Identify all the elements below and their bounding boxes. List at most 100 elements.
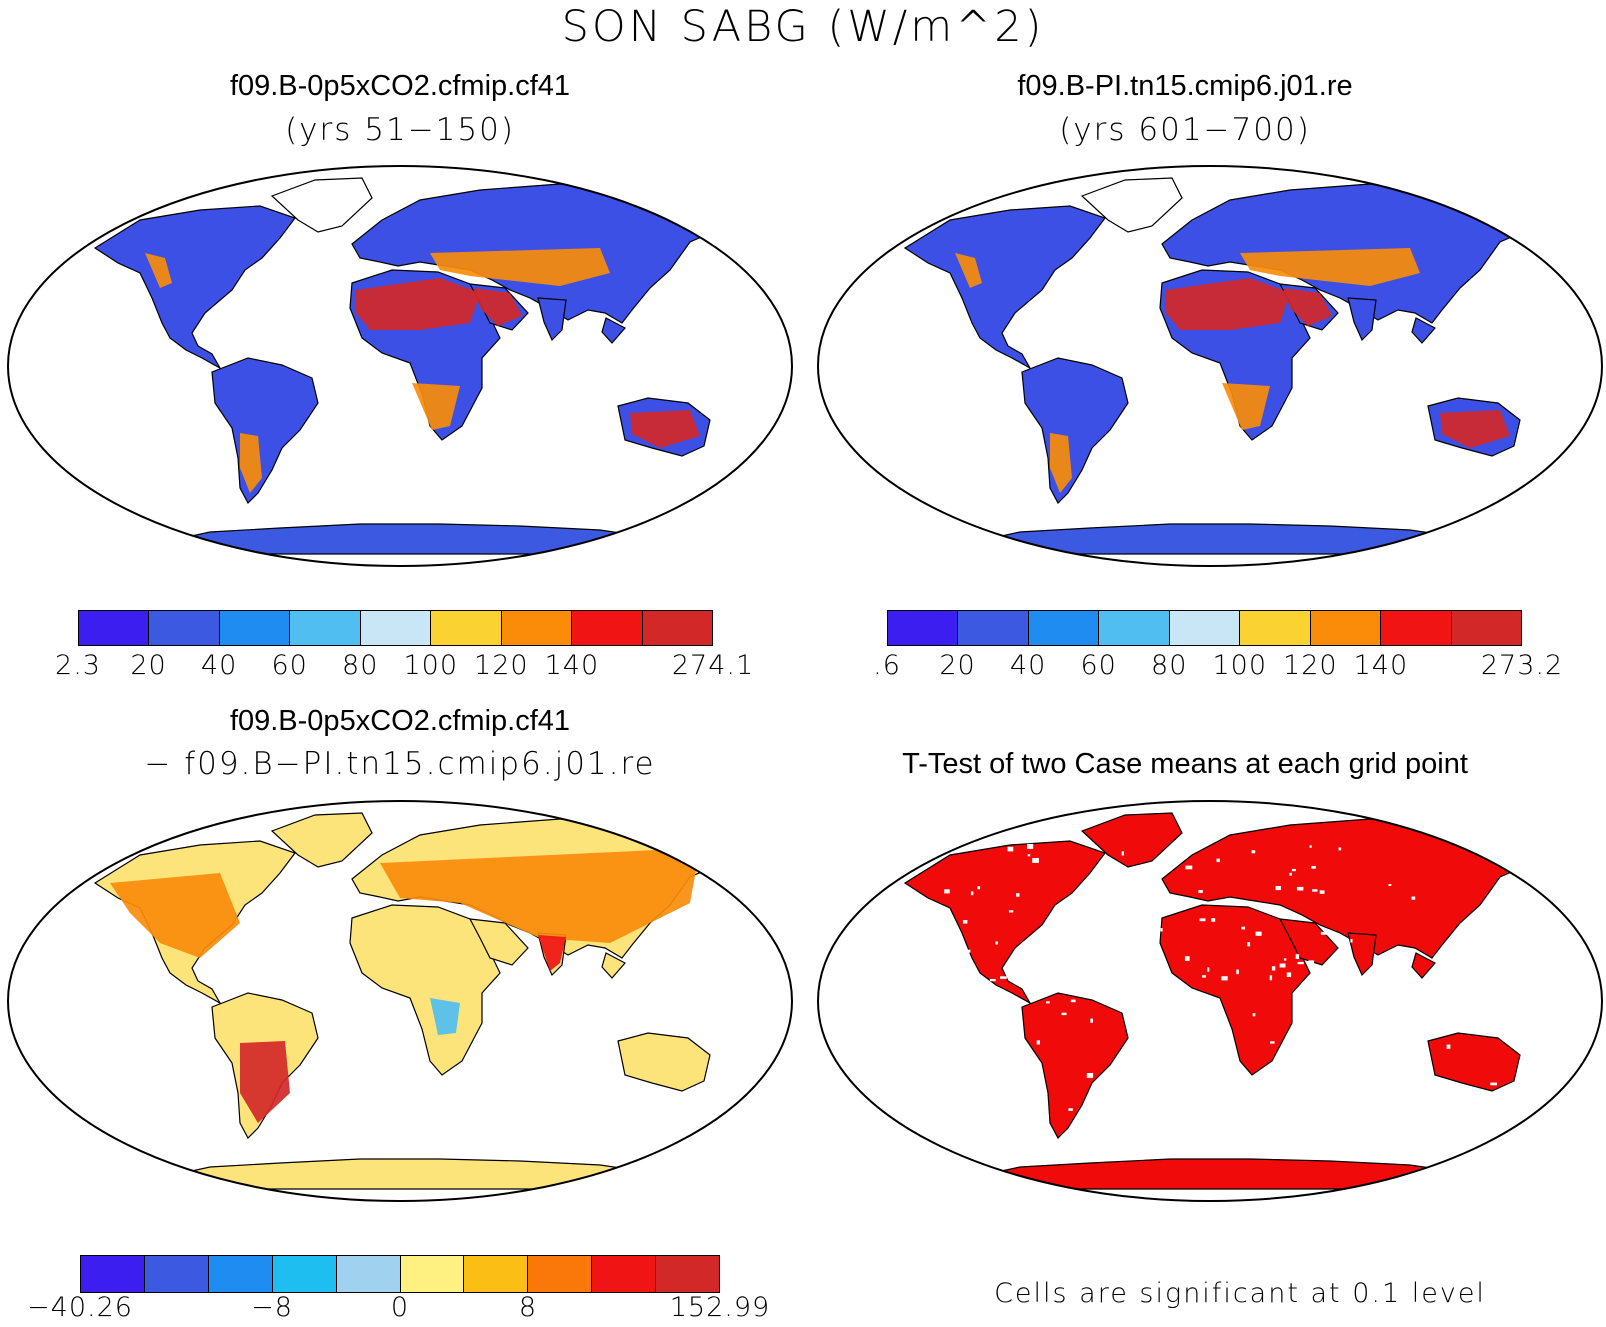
- nonsignificant-cell: [1000, 976, 1007, 979]
- nonsignificant-cell: [1111, 1088, 1116, 1092]
- landmass-australia: [617, 1032, 711, 1092]
- nonsignificant-cell: [1195, 1133, 1203, 1137]
- nonsignificant-cell: [1255, 931, 1262, 936]
- colorbar-tick-label: −8: [251, 1292, 293, 1323]
- nonsignificant-cell: [930, 989, 935, 992]
- nonsignificant-cell: [1007, 1060, 1013, 1066]
- nonsignificant-cell: [1202, 975, 1206, 978]
- nonsignificant-cell: [1084, 1129, 1087, 1133]
- colorbar-tick-label: 80: [1151, 650, 1188, 681]
- nonsignificant-cell: [1491, 1111, 1495, 1114]
- colorbar-box-8: [642, 611, 712, 645]
- nonsignificant-cell: [1350, 939, 1353, 943]
- field-region: [474, 288, 522, 326]
- colorbar-box-0: [79, 611, 150, 645]
- colorbar-tick-label: 273.2: [1480, 650, 1564, 681]
- nonsignificant-cell: [1194, 1009, 1202, 1012]
- nonsignificant-cell: [1061, 1012, 1067, 1016]
- nonsignificant-cell: [1241, 926, 1246, 930]
- nonsignificant-cell: [989, 979, 996, 982]
- nonsignificant-cell: [1410, 1138, 1417, 1141]
- landmass-greenland: [270, 177, 373, 233]
- landmass-arabia: [1278, 918, 1339, 966]
- nonsignificant-cell: [1069, 1127, 1073, 1132]
- field-region: [1284, 288, 1332, 326]
- panel1-title: f09.B-0p5xCO2.cfmip.cf41: [229, 70, 571, 102]
- colorbar-box-4: [336, 1256, 401, 1292]
- nonsignificant-cell: [1139, 918, 1143, 921]
- nonsignificant-cell: [1338, 847, 1342, 851]
- nonsignificant-cell: [1214, 1011, 1217, 1014]
- nonsignificant-cell: [1007, 846, 1014, 852]
- nonsignificant-cell: [1027, 843, 1034, 849]
- map-border: [7, 165, 793, 567]
- colorbar-tick-label: 20: [130, 650, 167, 681]
- nonsignificant-cell: [1187, 1007, 1190, 1013]
- nonsignificant-cell: [1236, 969, 1239, 975]
- colorbar-tick-label: 60: [1080, 650, 1117, 681]
- nonsignificant-cell: [1184, 956, 1190, 961]
- nonsignificant-cell: [1028, 1138, 1033, 1142]
- nonsignificant-cell: [1252, 1013, 1256, 1017]
- nonsignificant-cell: [1187, 994, 1190, 1000]
- field-region: [110, 873, 240, 958]
- nonsignificant-cell: [1490, 1082, 1497, 1086]
- map-diff: [0, 793, 800, 1203]
- landmass-india: [537, 297, 567, 342]
- nonsignificant-cell: [1269, 975, 1273, 981]
- nonsignificant-cell: [1480, 934, 1487, 939]
- colorbar-box-2: [208, 1256, 273, 1292]
- nonsignificant-cell: [1275, 886, 1281, 891]
- nonsignificant-cell: [960, 953, 965, 959]
- landmass-namerica: [93, 205, 296, 370]
- colorbar-diff: [80, 1255, 720, 1293]
- nonsignificant-cell: [1395, 966, 1398, 970]
- nonsignificant-cell: [995, 941, 998, 945]
- nonsignificant-cell: [1295, 954, 1300, 959]
- nonsignificant-cell: [932, 1136, 938, 1140]
- nonsignificant-cell: [1484, 940, 1489, 944]
- landmass-seasia: [601, 317, 626, 344]
- field-region: [240, 1041, 290, 1123]
- landmass-india: [1347, 297, 1377, 342]
- nonsignificant-cell: [967, 949, 971, 953]
- nonsignificant-cell: [1130, 1054, 1136, 1059]
- nonsignificant-cell: [1198, 890, 1203, 893]
- field-region: [1222, 383, 1270, 430]
- nonsignificant-cell: [1291, 868, 1296, 872]
- colorbar-box-1: [149, 611, 220, 645]
- colorbar-case1: [78, 610, 713, 646]
- nonsignificant-cell: [1222, 1070, 1228, 1075]
- colorbar-tick-label: 100: [1212, 650, 1268, 681]
- colorbar-box-5: [431, 611, 502, 645]
- nonsignificant-cell: [1286, 972, 1292, 977]
- nonsignificant-cell: [1241, 1092, 1248, 1095]
- field-region: [1240, 248, 1420, 286]
- landmass-india: [1347, 932, 1377, 977]
- colorbar-tick-label: 274.1: [671, 650, 755, 681]
- landmass-seasia: [601, 952, 626, 979]
- colorbar-box-7: [1381, 611, 1452, 645]
- nonsignificant-cell: [1180, 1044, 1188, 1049]
- nonsignificant-cell: [1487, 1025, 1492, 1029]
- nonsignificant-cell: [1289, 872, 1292, 876]
- colorbar-tick-label: 2.3: [55, 650, 101, 681]
- nonsignificant-cell: [1121, 851, 1124, 856]
- nonsignificant-cell: [1194, 1104, 1200, 1109]
- landmass-antarctica: [146, 1158, 677, 1190]
- nonsignificant-cell: [1191, 1102, 1196, 1105]
- nonsignificant-cell: [1409, 1066, 1414, 1070]
- nonsignificant-cell: [1313, 1103, 1317, 1109]
- nonsignificant-cell: [1027, 854, 1031, 857]
- nonsignificant-cell: [1388, 884, 1392, 886]
- field-region: [240, 433, 262, 493]
- colorbar-case1-ticks: 2.3 20 40 60 80 100 120 140 274.1: [55, 650, 753, 686]
- nonsignificant-cell: [1218, 1053, 1225, 1059]
- map-case2: [810, 158, 1606, 568]
- nonsignificant-cell: [1271, 966, 1276, 971]
- colorbar-tick-label: 140: [1353, 650, 1409, 681]
- panel3-title: f09.B-0p5xCO2.cfmip.cf41: [229, 705, 571, 737]
- colorbar-box-1: [144, 1256, 209, 1292]
- nonsignificant-cell: [1054, 961, 1061, 966]
- field-region: [430, 248, 610, 286]
